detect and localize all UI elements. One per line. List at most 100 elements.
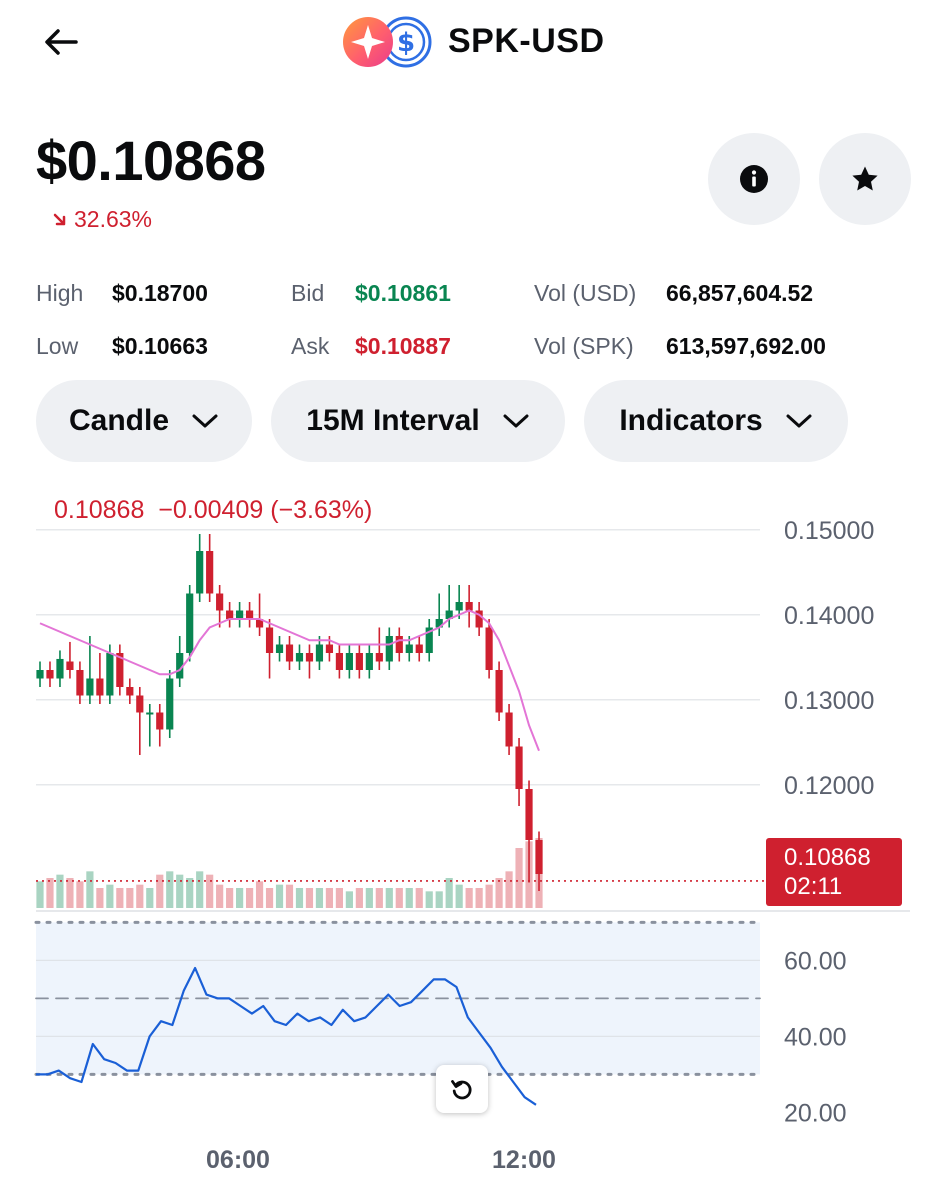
ohlc-legend: 0.10868 −0.00409 (−3.63%) — [54, 496, 372, 525]
candle-body — [505, 712, 513, 747]
candle-body — [136, 695, 144, 713]
candle-body — [475, 610, 483, 628]
price-change: 32.63% — [52, 206, 152, 233]
price-chart[interactable]: 0.15000 0.14000 0.13000 0.12000 60.00 40.00 20… — [0, 470, 946, 1200]
usdc-dollar-icon: $ — [380, 16, 432, 68]
rsi-axis-tick: 60.00 — [784, 947, 847, 975]
interval-label: 15M Interval — [306, 404, 480, 437]
chart-type-dropdown[interactable]: Candle — [36, 380, 252, 462]
volume-bar — [156, 874, 164, 908]
back-button[interactable] — [40, 22, 84, 62]
candle-body — [355, 653, 363, 670]
candle-countdown: 02:11 — [784, 873, 843, 900]
interval-dropdown[interactable]: 15M Interval — [271, 380, 565, 462]
ask-value: $0.10887 — [355, 333, 451, 359]
candle-body — [285, 644, 294, 662]
volume-bar — [265, 888, 274, 908]
volume-bar — [196, 871, 204, 908]
rsi-axis-tick: 40.00 — [784, 1023, 847, 1051]
candle-body — [315, 644, 324, 662]
volume-bar — [495, 878, 503, 908]
volume-bar — [505, 871, 513, 908]
candle-body — [345, 653, 353, 670]
ohlc-percent: (−3.63%) — [270, 496, 373, 524]
volume-bar — [435, 891, 443, 908]
spk-star-icon — [343, 17, 393, 67]
volume-bar — [116, 888, 124, 908]
candle-body — [255, 619, 264, 628]
high-label: High — [36, 280, 84, 306]
low-label: Low — [36, 333, 79, 359]
candle-body — [465, 602, 473, 611]
ask-label: Ask — [291, 333, 330, 359]
candle-body — [325, 644, 334, 653]
candle-body — [445, 610, 453, 619]
volume-bar — [146, 888, 154, 908]
volume-bar — [515, 848, 523, 908]
candle-body — [515, 746, 523, 789]
candle-body — [56, 658, 64, 679]
indicators-dropdown[interactable]: Indicators — [584, 380, 848, 462]
candle-body — [485, 627, 493, 670]
moving-average-line — [39, 609, 540, 752]
price-axis-tick: 0.12000 — [784, 772, 874, 800]
volume-bar — [245, 888, 254, 908]
volume-bar — [216, 884, 224, 908]
candle-body — [146, 712, 154, 715]
volume-bar — [345, 891, 353, 908]
volume-bar — [455, 884, 463, 908]
volume-bar — [96, 888, 104, 908]
vol-spk-label: Vol (SPK) — [534, 333, 634, 359]
candle-body — [375, 653, 383, 662]
chevron-down-icon — [503, 414, 529, 428]
favorite-button[interactable] — [819, 133, 911, 225]
volume-bar — [365, 888, 373, 908]
volume-bar — [275, 884, 284, 908]
volume-bar — [385, 888, 393, 908]
info-icon — [740, 165, 768, 193]
candle-body — [176, 653, 184, 679]
bid-value: $0.10861 — [355, 280, 451, 306]
last-price-label: 0.10868 — [784, 844, 871, 871]
candle-body — [535, 840, 543, 874]
last-price-tag: 0.10868 02:11 — [766, 838, 902, 906]
candle-body — [275, 644, 284, 653]
volume-bar — [176, 874, 184, 908]
candle-body — [156, 712, 164, 730]
candle-body — [405, 644, 413, 653]
volume-bar — [465, 888, 473, 908]
candle-body — [335, 653, 343, 670]
svg-text:$: $ — [397, 28, 415, 58]
volume-bar — [425, 891, 433, 908]
candle-body — [245, 610, 254, 619]
volume-bar — [325, 888, 334, 908]
time-axis-tick: 12:00 — [492, 1146, 556, 1174]
volume-bar — [136, 884, 144, 908]
low-value: $0.10663 — [112, 333, 208, 359]
candle-body — [385, 636, 393, 662]
top-bar: $ SPK-USD — [0, 0, 946, 90]
chevron-down-icon — [786, 414, 812, 428]
volume-bar — [46, 878, 54, 908]
volume-bar — [445, 878, 453, 908]
candle-body — [196, 551, 204, 594]
candle-body — [415, 644, 423, 653]
reset-chart-button[interactable] — [436, 1065, 488, 1113]
indicators-label: Indicators — [619, 404, 763, 437]
volume-bar — [305, 888, 314, 908]
volume-bar — [405, 888, 413, 908]
volume-bar — [56, 874, 64, 908]
price-axis-tick: 0.15000 — [784, 517, 874, 545]
volume-bar — [236, 888, 244, 908]
pair-title: SPK-USD — [448, 22, 605, 60]
vol-usd-label: Vol (USD) — [534, 280, 637, 306]
candle-body — [166, 678, 174, 730]
candle-body — [305, 653, 314, 662]
candle-body — [435, 619, 443, 628]
volume-bar — [475, 888, 483, 908]
volume-bar — [206, 874, 214, 908]
candle-body — [226, 610, 234, 619]
candle-body — [216, 593, 224, 611]
info-button[interactable] — [708, 133, 800, 225]
volume-bar — [226, 888, 234, 908]
